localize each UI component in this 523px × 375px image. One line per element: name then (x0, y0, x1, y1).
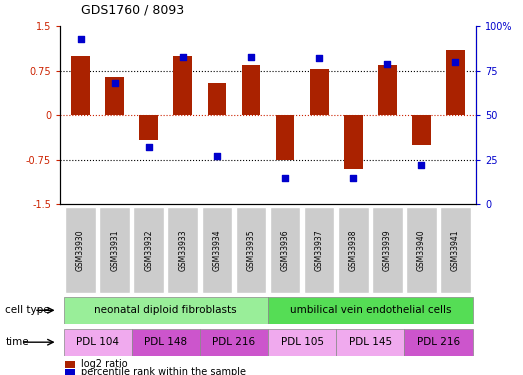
Bar (140, 116, 158, 140)
Text: time: time (5, 337, 29, 347)
FancyBboxPatch shape (440, 207, 471, 294)
FancyBboxPatch shape (268, 297, 472, 324)
FancyBboxPatch shape (200, 328, 268, 356)
Bar (446, 50, 465, 116)
Text: umbilical vein endothelial cells: umbilical vein endothelial cells (290, 305, 451, 315)
Bar (208, 82, 226, 116)
Text: PDL 216: PDL 216 (417, 337, 460, 347)
Text: GSM33935: GSM33935 (246, 230, 256, 271)
FancyBboxPatch shape (64, 328, 132, 356)
FancyBboxPatch shape (65, 207, 96, 294)
FancyBboxPatch shape (338, 207, 369, 294)
Point (383, 61, 392, 67)
Bar (71, 56, 90, 116)
Text: neonatal diploid fibroblasts: neonatal diploid fibroblasts (95, 305, 237, 315)
Text: GSM33932: GSM33932 (144, 230, 153, 271)
Text: GSM33931: GSM33931 (110, 230, 119, 271)
Text: GSM33934: GSM33934 (212, 230, 221, 271)
Point (179, 54, 187, 60)
Point (247, 54, 255, 60)
Text: GSM33937: GSM33937 (315, 230, 324, 271)
FancyBboxPatch shape (304, 207, 335, 294)
Text: GSM33936: GSM33936 (280, 230, 290, 271)
Text: PDL 145: PDL 145 (349, 337, 392, 347)
Text: PDL 105: PDL 105 (281, 337, 324, 347)
Bar (378, 65, 396, 116)
Point (213, 153, 221, 159)
Point (144, 144, 153, 150)
Text: GDS1760 / 8093: GDS1760 / 8093 (81, 4, 184, 17)
FancyBboxPatch shape (336, 328, 404, 356)
Bar (276, 116, 294, 160)
FancyBboxPatch shape (406, 207, 437, 294)
Text: GSM33933: GSM33933 (178, 230, 187, 271)
FancyBboxPatch shape (372, 207, 403, 294)
Text: GSM33941: GSM33941 (451, 230, 460, 271)
Point (349, 175, 357, 181)
Text: cell type: cell type (5, 305, 50, 315)
Point (110, 80, 119, 86)
FancyBboxPatch shape (132, 328, 200, 356)
Bar (242, 65, 260, 116)
FancyBboxPatch shape (270, 207, 300, 294)
Bar (105, 77, 124, 116)
Point (451, 59, 460, 65)
Point (281, 175, 289, 181)
Point (76, 36, 85, 42)
Point (417, 162, 426, 168)
Point (315, 56, 323, 62)
FancyBboxPatch shape (404, 328, 472, 356)
Text: PDL 148: PDL 148 (144, 337, 187, 347)
Text: GSM33930: GSM33930 (76, 230, 85, 271)
Bar (344, 116, 362, 169)
Text: percentile rank within the sample: percentile rank within the sample (81, 368, 246, 375)
FancyBboxPatch shape (201, 207, 232, 294)
Text: PDL 104: PDL 104 (76, 337, 119, 347)
FancyBboxPatch shape (99, 207, 130, 294)
Bar (174, 56, 192, 116)
Text: GSM33939: GSM33939 (383, 230, 392, 271)
FancyBboxPatch shape (268, 328, 336, 356)
Text: GSM33938: GSM33938 (349, 230, 358, 271)
Text: PDL 216: PDL 216 (212, 337, 256, 347)
FancyBboxPatch shape (236, 207, 266, 294)
FancyBboxPatch shape (167, 207, 198, 294)
FancyBboxPatch shape (64, 297, 268, 324)
Text: log2 ratio: log2 ratio (81, 359, 128, 369)
FancyBboxPatch shape (133, 207, 164, 294)
Text: GSM33940: GSM33940 (417, 230, 426, 271)
Bar (412, 116, 431, 145)
Bar (310, 69, 328, 116)
